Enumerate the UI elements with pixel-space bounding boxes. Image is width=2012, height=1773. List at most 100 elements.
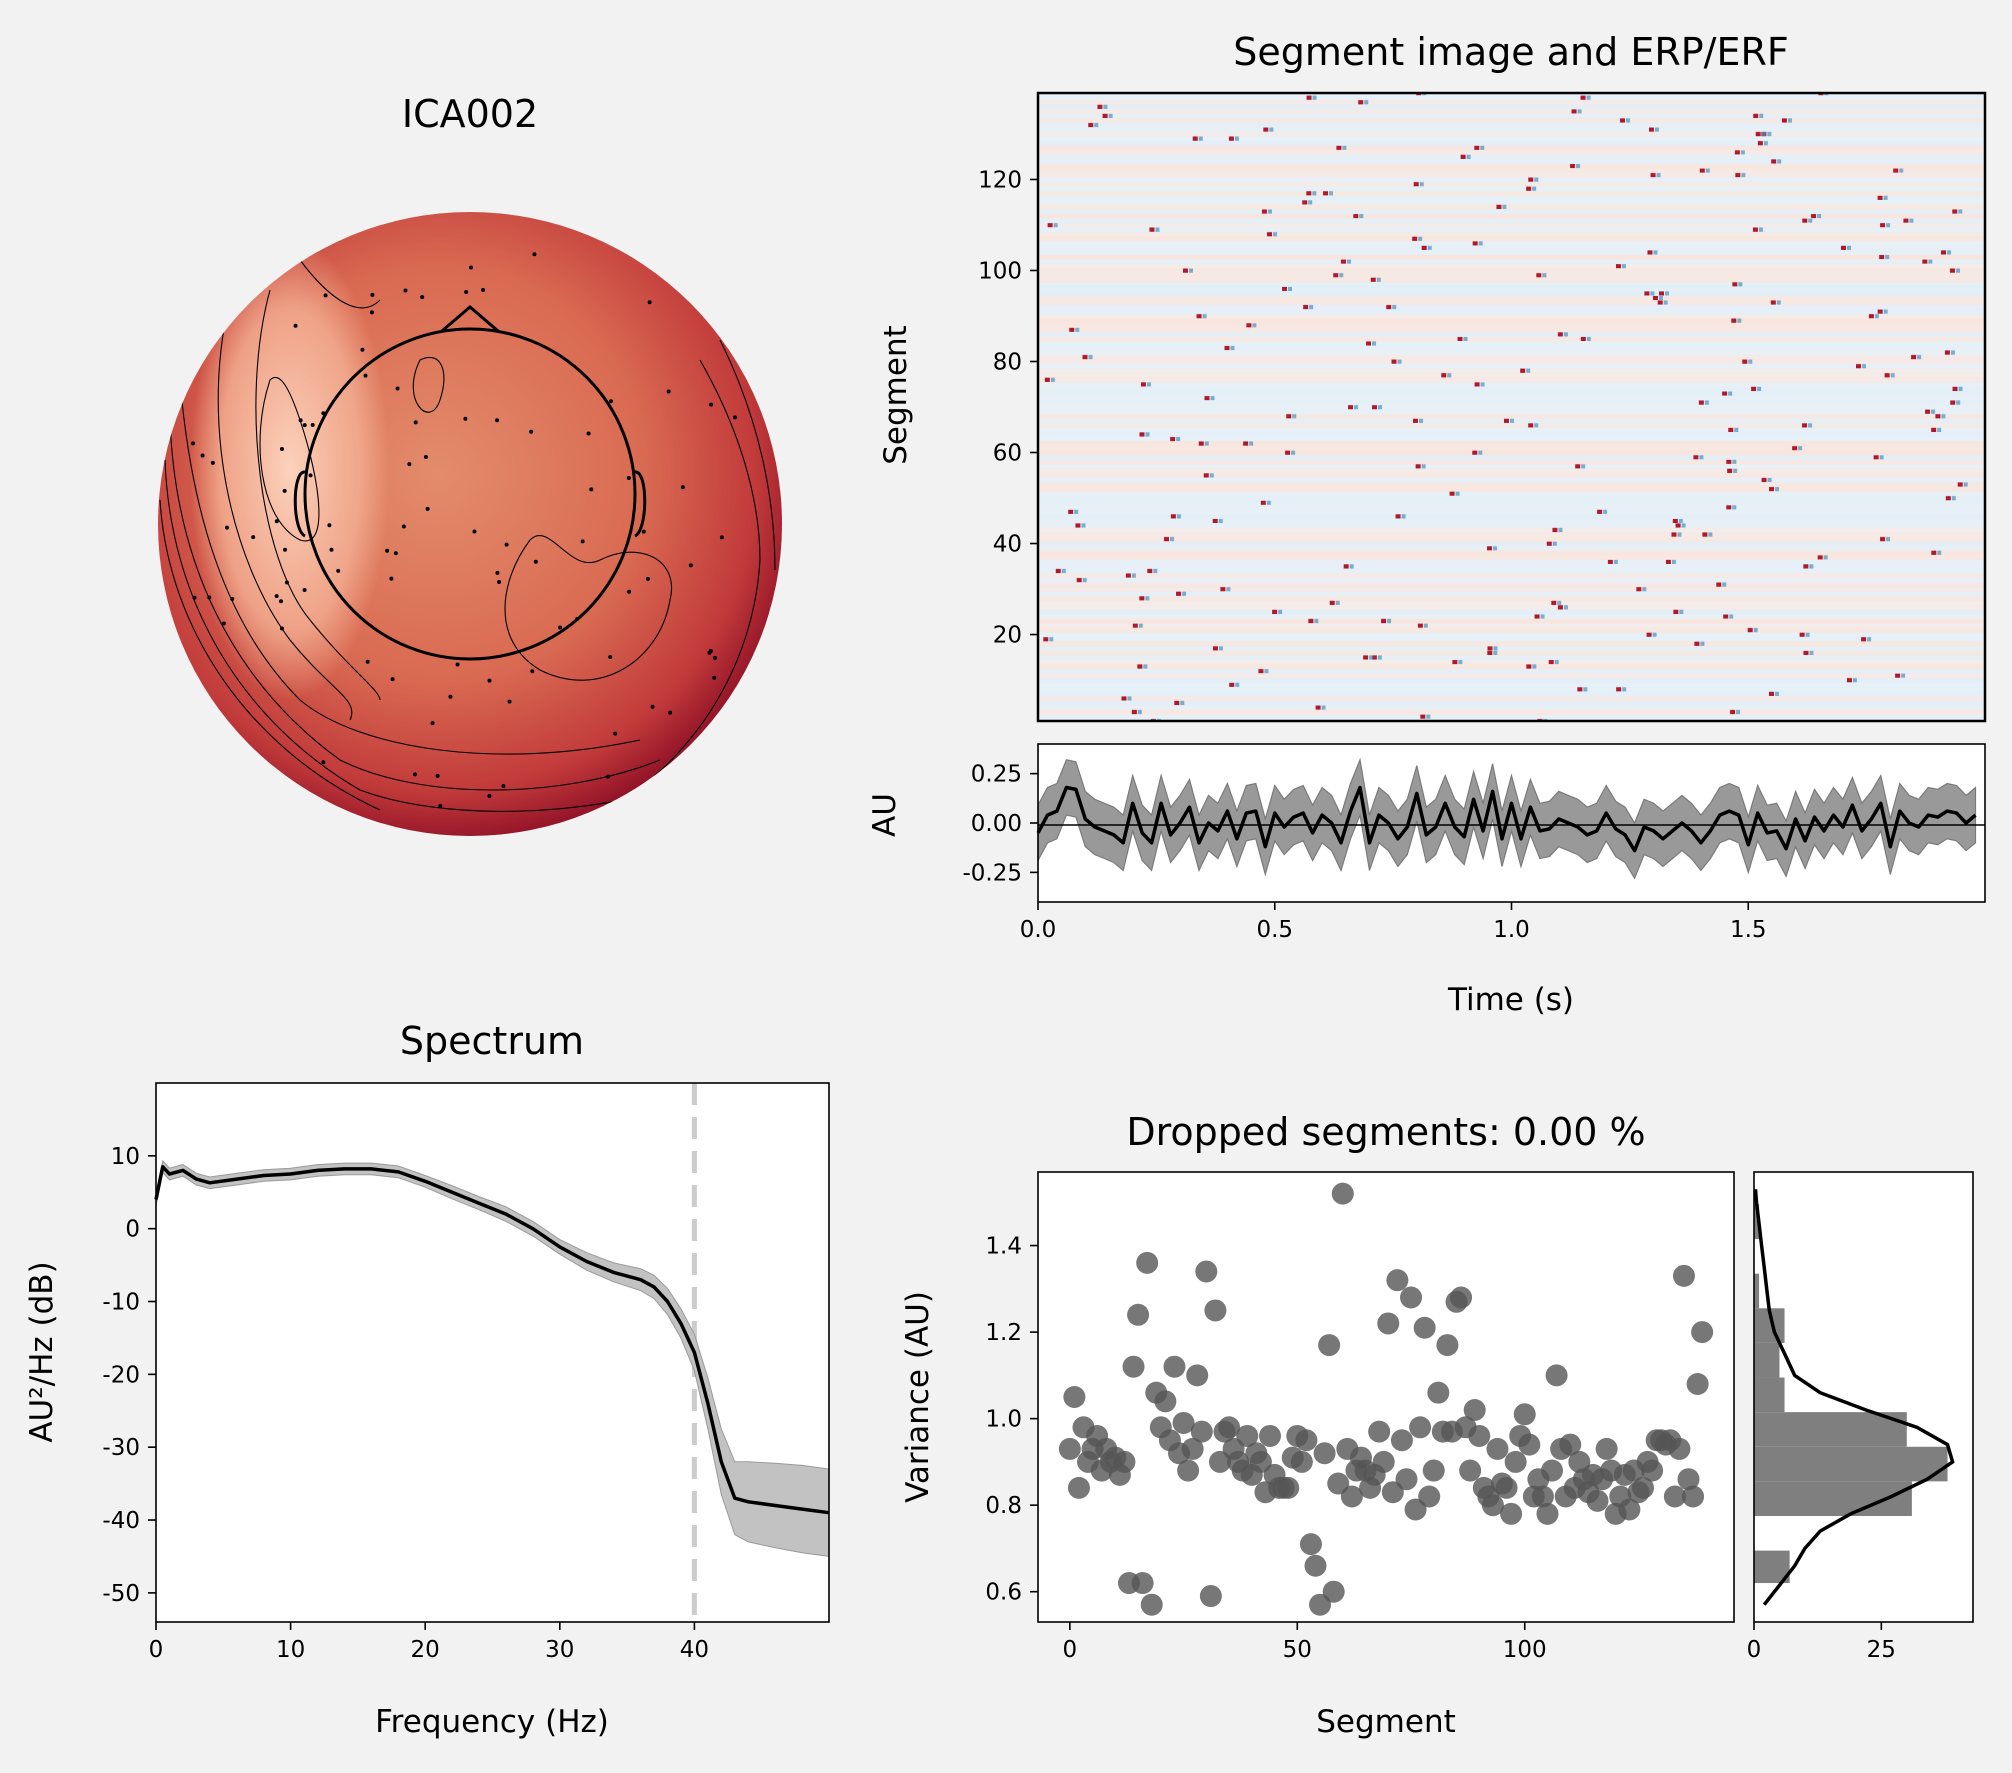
segment-trough (1138, 623, 1143, 628)
scatter-ylabel: Variance (AU) (900, 1291, 936, 1503)
segment-peak (1306, 190, 1312, 196)
segment-row (1038, 372, 1985, 378)
scatter-point (1686, 1373, 1709, 1396)
segment-trough (1963, 482, 1968, 487)
segment-trough (1621, 263, 1626, 269)
scatter-xticks: 0 50 100 (1063, 1622, 1547, 1663)
scatter-point (1422, 1459, 1445, 1482)
segment-trough (1885, 254, 1890, 260)
segment-row (1038, 427, 1985, 433)
segment-trough (1480, 381, 1485, 387)
segment-trough (1176, 513, 1181, 519)
segment-peak (1548, 659, 1554, 665)
segment-trough (1049, 636, 1054, 642)
segment-row (1038, 227, 1985, 233)
segment-peak (1170, 436, 1176, 442)
segment-peak (1747, 627, 1753, 633)
segment-peak (1752, 227, 1758, 232)
segment-trough (1397, 359, 1402, 364)
segment-row (1038, 140, 1985, 146)
segment-trough (1376, 277, 1381, 282)
segment-trough (1387, 618, 1392, 624)
segment-row (1038, 409, 1985, 415)
sensor-dot (310, 422, 315, 427)
segment-trough (1678, 518, 1683, 524)
segment-row (1038, 300, 1985, 306)
sensor-dot (641, 529, 646, 534)
segment-row (1038, 700, 1985, 706)
scatter-point (1504, 1450, 1527, 1473)
scatter-ytick-label: 1.2 (985, 1320, 1022, 1346)
segment-trough (1681, 523, 1686, 528)
histogram-xticks: 0 25 (1747, 1622, 1896, 1663)
sensor-dot (282, 488, 287, 493)
segment-peak (1952, 386, 1958, 392)
segment-trough (1478, 450, 1483, 455)
segment-peak (1176, 591, 1182, 596)
sensor-dot (472, 529, 477, 534)
segment-trough (1188, 268, 1193, 273)
segment-peak (1675, 523, 1681, 528)
scatter-xtick-label: 100 (1503, 1637, 1547, 1663)
segment-trough (1704, 400, 1709, 405)
segment-trough (1652, 632, 1657, 637)
segment-row (1038, 331, 1985, 337)
sensor-dot (360, 347, 365, 352)
segment-row (1038, 609, 1985, 615)
segment-peak (1652, 295, 1658, 301)
scatter-point (1327, 1472, 1350, 1495)
sensor-dot (302, 588, 307, 593)
segment-peak (1893, 168, 1899, 173)
scatter-point (1331, 1182, 1354, 1205)
segment-trough (1339, 272, 1344, 278)
segment-row (1038, 491, 1985, 497)
segment-row (1038, 254, 1985, 260)
sensor-dot (274, 594, 279, 599)
segment-trough (1733, 468, 1738, 473)
segment-row (1038, 322, 1985, 328)
segment-peak (1353, 213, 1359, 219)
segment-peak (1644, 290, 1650, 296)
segment-peak (1370, 277, 1376, 282)
sensor-dot (323, 293, 328, 298)
segment-row (1038, 486, 1985, 492)
segment-row (1038, 445, 1985, 451)
segment-row (1038, 450, 1985, 456)
histogram-bar (1754, 1342, 1780, 1378)
segment-row (1038, 108, 1985, 114)
segment-row (1038, 400, 1985, 406)
segment-row (1038, 113, 1985, 119)
segment-row (1038, 159, 1985, 165)
segment-peak (1308, 618, 1314, 624)
sensor-dot (627, 589, 632, 594)
sensor-dot (455, 662, 460, 667)
segment-row (1038, 168, 1985, 174)
segment-row (1038, 623, 1985, 629)
scatter-point (1568, 1450, 1591, 1473)
scatter-point (1641, 1459, 1664, 1482)
sensor-dot (487, 678, 492, 683)
segment-peak (1303, 304, 1309, 310)
scatter-point (1468, 1424, 1491, 1447)
scatter-point (1586, 1489, 1609, 1512)
segment-row (1038, 386, 1985, 392)
segment-peak (1811, 213, 1817, 219)
segment-peak (1526, 186, 1532, 191)
scatter-point (1409, 1416, 1432, 1439)
segment-peak (1170, 513, 1176, 519)
segment-row (1038, 199, 1985, 205)
segment-trough (1108, 113, 1113, 119)
segment-row (1038, 122, 1985, 128)
segment-row (1038, 172, 1985, 178)
scatter-point (1459, 1459, 1482, 1482)
segment-peak (1575, 463, 1581, 469)
sensor-dot (712, 655, 717, 660)
scatter-point (1518, 1433, 1541, 1456)
segment-peak (1877, 309, 1883, 314)
segment-peak (1607, 559, 1613, 564)
sensor-dot (363, 373, 368, 378)
segment-trough (1369, 655, 1374, 660)
segment-trough (1234, 136, 1239, 141)
scatter-point (1663, 1485, 1686, 1508)
segment-trough (1626, 118, 1631, 123)
